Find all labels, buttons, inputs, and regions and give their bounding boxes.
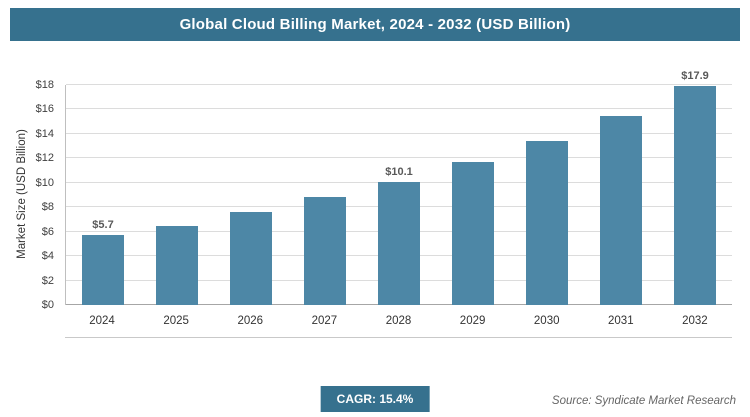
bar bbox=[81, 235, 125, 305]
bar bbox=[155, 225, 199, 305]
bar-column bbox=[436, 85, 510, 305]
gridline bbox=[66, 84, 732, 85]
y-tick-label: $4 bbox=[41, 250, 54, 263]
x-tick-label: 2032 bbox=[682, 315, 708, 327]
gridline bbox=[66, 108, 732, 110]
bar bbox=[673, 86, 717, 305]
chart-title: Global Cloud Billing Market, 2024 - 2032… bbox=[179, 16, 571, 33]
cagr-badge: CAGR: 15.4% bbox=[320, 386, 430, 412]
x-tick-label: 2031 bbox=[608, 315, 634, 327]
gridline bbox=[66, 157, 732, 159]
y-tick-label: $0 bbox=[41, 299, 54, 311]
y-tick-label: $2 bbox=[41, 274, 54, 287]
x-tick-label: 2024 bbox=[89, 315, 115, 327]
x-tick-label: 2027 bbox=[311, 315, 338, 327]
y-tick-label: $8 bbox=[41, 201, 54, 214]
x-tick-label: 2025 bbox=[163, 315, 189, 327]
plot-area: $5.7 $10.1 $17.9 bbox=[65, 70, 732, 305]
bar-data-label: $17.9 bbox=[681, 70, 709, 83]
bar bbox=[451, 162, 495, 305]
bar-series: $5.7 $10.1 $17.9 bbox=[66, 70, 732, 305]
bar-column bbox=[288, 85, 362, 305]
y-tick-label: $18 bbox=[35, 79, 54, 91]
bar-column bbox=[140, 85, 214, 305]
bar bbox=[525, 141, 569, 305]
x-tick-label: 2028 bbox=[385, 315, 412, 327]
bar-data-label: $5.7 bbox=[92, 219, 114, 232]
y-tick-label: $6 bbox=[41, 225, 54, 238]
bar bbox=[303, 197, 347, 305]
x-axis-labels: 2024 2025 2026 2027 2028 2029 2030 2031 2032 bbox=[65, 305, 732, 338]
bar-column: $17.9 bbox=[658, 70, 732, 305]
x-tick-label: 2030 bbox=[533, 315, 560, 327]
chart-title-banner: Global Cloud Billing Market, 2024 - 2032… bbox=[10, 8, 740, 41]
source-text: Source: Syndicate Market Research bbox=[551, 395, 736, 407]
x-tick-label: 2029 bbox=[459, 315, 486, 327]
bar-column bbox=[214, 85, 288, 305]
bar bbox=[599, 115, 643, 305]
y-tick-label: $10 bbox=[35, 176, 54, 189]
y-tick-label: $14 bbox=[35, 127, 54, 140]
bar-column: $10.1 bbox=[362, 85, 436, 305]
bar-column: $5.7 bbox=[66, 85, 140, 305]
y-axis-ticks: $0 $2 $4 $6 $8 $10 $12 $14 $16 $18 bbox=[0, 79, 60, 311]
bar bbox=[229, 212, 273, 305]
bar-column bbox=[584, 85, 658, 305]
gridline bbox=[66, 132, 732, 134]
x-tick-label: 2026 bbox=[237, 315, 264, 327]
y-tick-label: $12 bbox=[35, 152, 54, 165]
y-tick-label: $16 bbox=[35, 103, 54, 116]
bar bbox=[377, 181, 421, 305]
bar-data-label: $10.1 bbox=[385, 165, 413, 178]
bar-column bbox=[510, 85, 584, 305]
